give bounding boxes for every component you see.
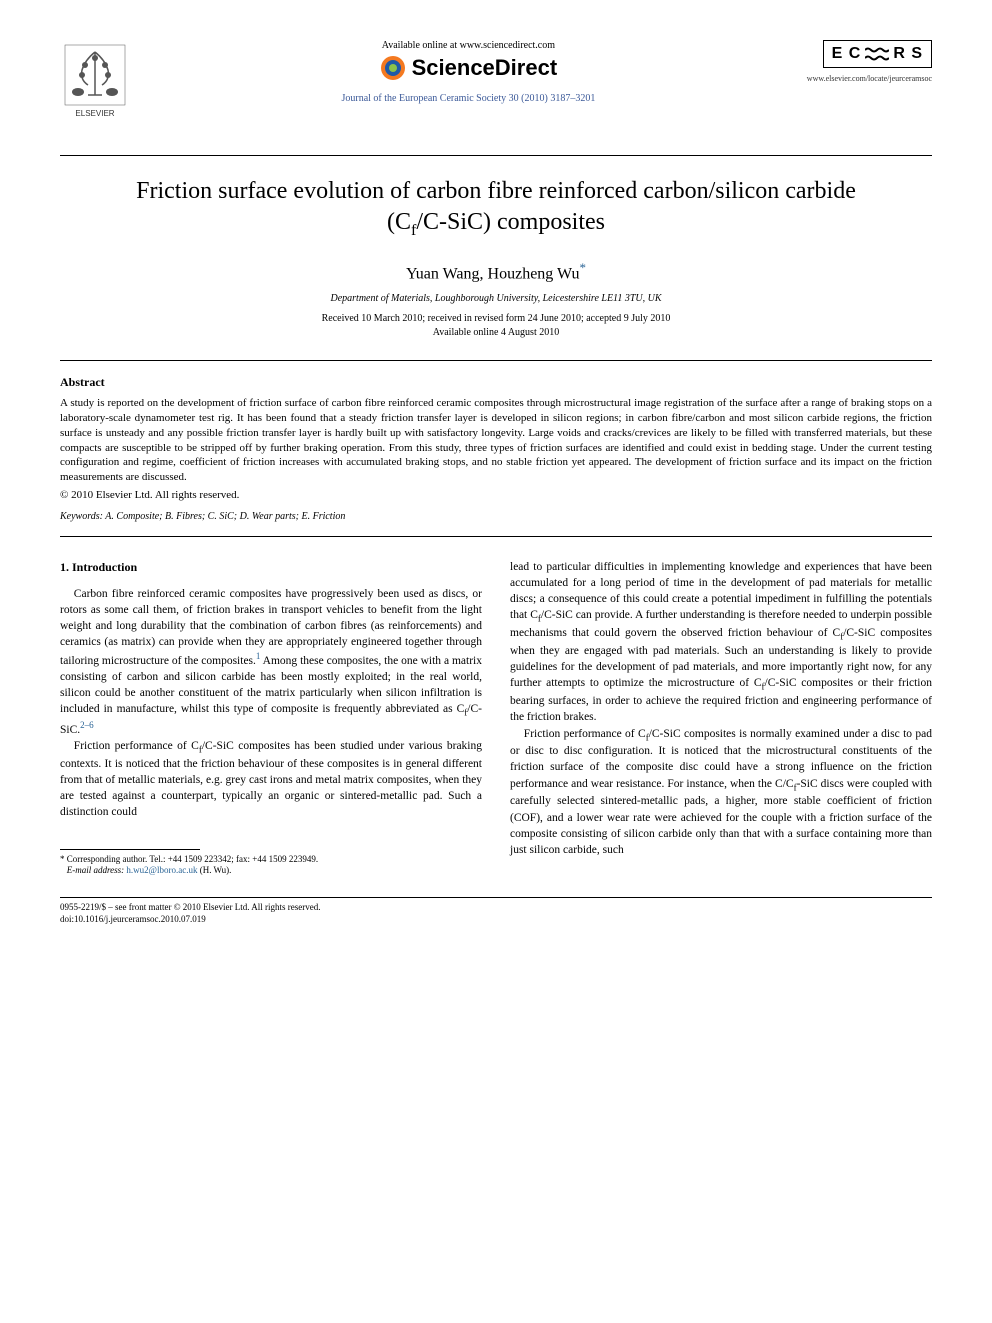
keywords-label: Keywords: bbox=[60, 511, 103, 522]
abstract-heading: Abstract bbox=[60, 375, 932, 390]
sciencedirect-logo: ScienceDirect bbox=[150, 55, 787, 81]
intro-para-2: Friction performance of Cf/C-SiC composi… bbox=[60, 738, 482, 820]
title-line2b: /C-SiC) composites bbox=[416, 209, 605, 235]
abstract-text: A study is reported on the development o… bbox=[60, 396, 932, 485]
available-online-text: Available online at www.sciencedirect.co… bbox=[150, 40, 787, 51]
dates-line1: Received 10 March 2010; received in revi… bbox=[322, 313, 671, 324]
top-divider bbox=[60, 155, 932, 156]
email-suffix: (H. Wu). bbox=[197, 865, 231, 875]
left-column: 1. Introduction Carbon fibre reinforced … bbox=[60, 559, 482, 877]
corresponding-mark[interactable]: * bbox=[579, 260, 586, 275]
intro-para-1: Carbon fibre reinforced ceramic composit… bbox=[60, 586, 482, 738]
keywords-line: Keywords: A. Composite; B. Fibres; C. Si… bbox=[60, 511, 932, 522]
center-header-block: Available online at www.sciencedirect.co… bbox=[130, 40, 807, 104]
ecers-block: E C R S www.elsevier.com/locate/jeurcera… bbox=[807, 40, 932, 83]
ecers-text-right: R S bbox=[893, 45, 923, 63]
left-p2a: Friction performance of C bbox=[74, 740, 199, 752]
sciencedirect-text: ScienceDirect bbox=[412, 55, 558, 81]
right-p2a: Friction performance of C bbox=[524, 728, 646, 740]
ref-2-6[interactable]: 2–6 bbox=[80, 720, 94, 730]
footer-line1: 0955-2219/$ – see front matter © 2010 El… bbox=[60, 902, 321, 912]
corresponding-email[interactable]: h.wu2@lboro.ac.uk bbox=[124, 865, 197, 875]
email-label: E-mail address: bbox=[67, 865, 124, 875]
keywords-text: A. Composite; B. Fibres; C. SiC; D. Wear… bbox=[103, 511, 345, 522]
right-para-1: lead to particular difficulties in imple… bbox=[510, 559, 932, 725]
ecers-waves-icon bbox=[865, 46, 889, 62]
body-columns: 1. Introduction Carbon fibre reinforced … bbox=[60, 559, 932, 877]
footer-info: 0955-2219/$ – see front matter © 2010 El… bbox=[60, 902, 932, 925]
elsevier-tree-icon: ELSEVIER bbox=[60, 40, 130, 120]
sciencedirect-ball-icon bbox=[380, 55, 406, 81]
affiliation: Department of Materials, Loughborough Un… bbox=[60, 293, 932, 304]
footer-divider bbox=[60, 897, 932, 898]
corresponding-footnote: * Corresponding author. Tel.: +44 1509 2… bbox=[60, 854, 482, 877]
ecers-text-left: E C bbox=[832, 45, 862, 63]
right-column: lead to particular difficulties in imple… bbox=[510, 559, 932, 877]
abstract-top-divider bbox=[60, 360, 932, 361]
footnote-divider bbox=[60, 849, 200, 850]
abstract-bottom-divider bbox=[60, 536, 932, 537]
svg-text:ELSEVIER: ELSEVIER bbox=[75, 109, 114, 118]
right-para-2: Friction performance of Cf/C-SiC composi… bbox=[510, 726, 932, 858]
footer-doi[interactable]: doi:10.1016/j.jeurceramsoc.2010.07.019 bbox=[60, 914, 206, 924]
author-names: Yuan Wang, Houzheng Wu bbox=[406, 265, 579, 282]
elsevier-logo-block: ELSEVIER bbox=[60, 40, 130, 125]
authors: Yuan Wang, Houzheng Wu* bbox=[60, 260, 932, 283]
ecers-logo: E C R S bbox=[823, 40, 932, 68]
dates-line2: Available online 4 August 2010 bbox=[433, 327, 559, 338]
title-line2a: (C bbox=[387, 209, 411, 235]
article-title: Friction surface evolution of carbon fib… bbox=[60, 176, 932, 242]
article-dates: Received 10 March 2010; received in revi… bbox=[60, 312, 932, 340]
intro-heading: 1. Introduction bbox=[60, 559, 482, 576]
journal-citation[interactable]: Journal of the European Ceramic Society … bbox=[150, 93, 787, 104]
title-line1: Friction surface evolution of carbon fib… bbox=[136, 178, 856, 204]
journal-header: ELSEVIER Available online at www.science… bbox=[60, 40, 932, 125]
elsevier-url[interactable]: www.elsevier.com/locate/jeurceramsoc bbox=[807, 74, 932, 83]
copyright-line: © 2010 Elsevier Ltd. All rights reserved… bbox=[60, 489, 932, 501]
footnote-text: Corresponding author. Tel.: +44 1509 223… bbox=[65, 854, 319, 864]
